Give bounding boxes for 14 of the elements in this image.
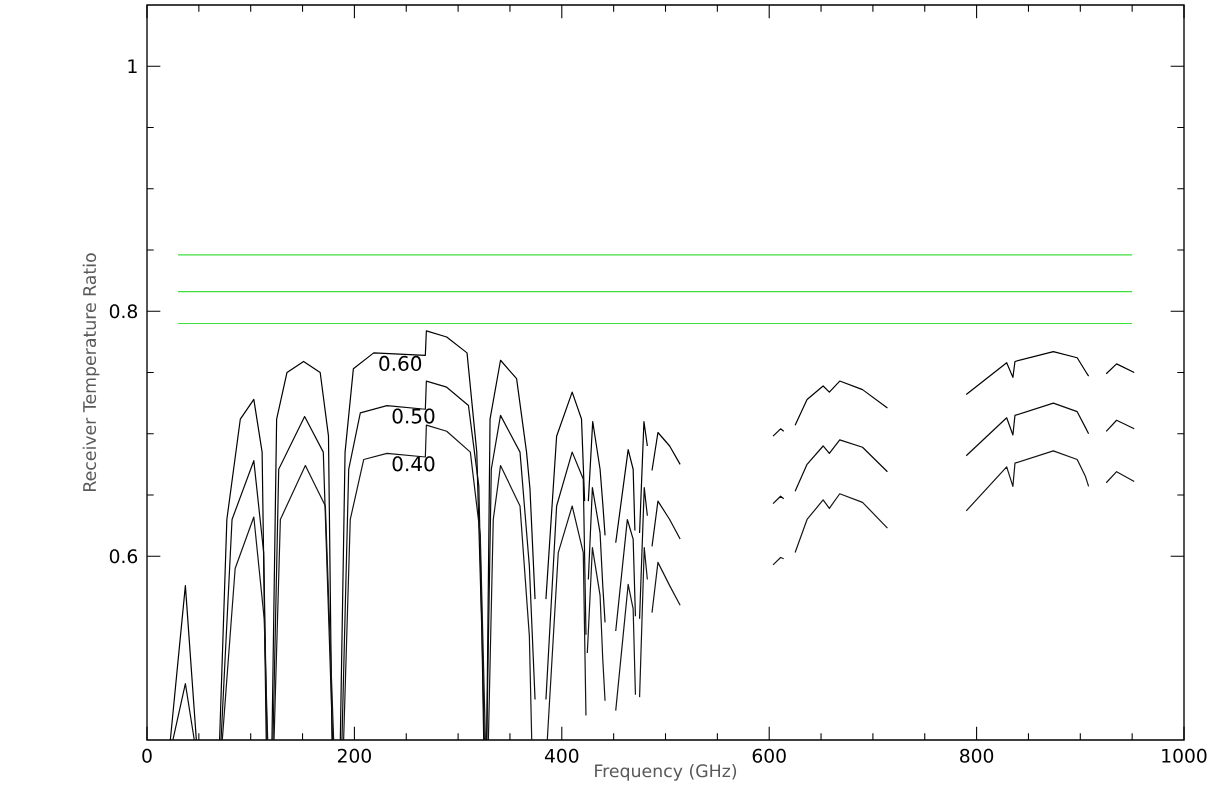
y-tick-label: 0.8 — [109, 304, 138, 319]
series-label: 0.50 — [392, 408, 435, 424]
y-axis-title: Receiver Temperature Ratio — [82, 253, 100, 491]
x-tick-label: 600 — [752, 748, 786, 763]
x-axis-title: Frequency (GHz) — [595, 763, 737, 781]
x-tick-label: 400 — [544, 748, 579, 763]
x-tick-label: 800 — [960, 748, 994, 763]
y-tick-label: 1 — [128, 59, 137, 74]
x-tick-label: 200 — [337, 748, 371, 763]
x-tick-label: 1000 — [1162, 748, 1207, 763]
x-tick-label: 0 — [142, 748, 152, 763]
series-label: 0.60 — [379, 355, 422, 371]
y-tick-label: 0.6 — [109, 549, 138, 564]
series-label: 0.40 — [392, 456, 435, 472]
